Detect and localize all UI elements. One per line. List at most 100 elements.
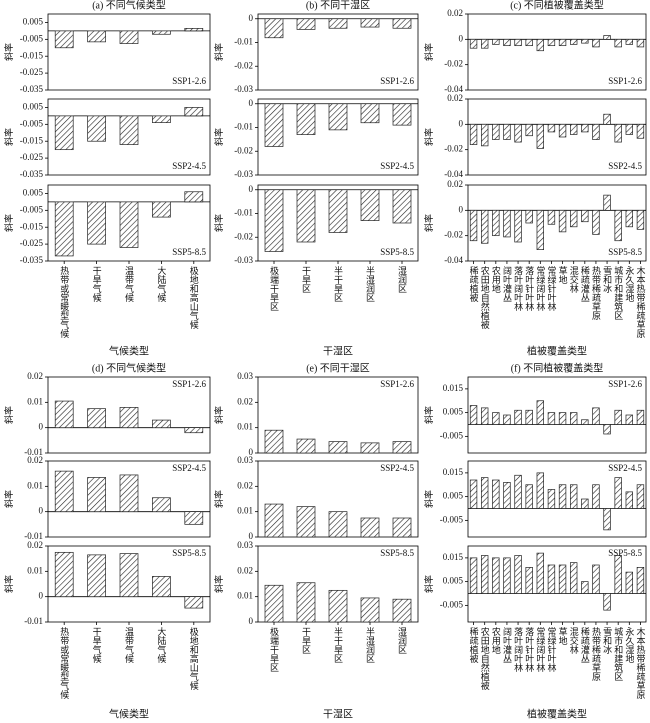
x-tick-label: 稀疏植被 bbox=[469, 626, 479, 664]
bar bbox=[636, 567, 645, 594]
scenario-label: SSP5-8.5 bbox=[608, 247, 642, 257]
bar bbox=[536, 472, 544, 509]
bar bbox=[625, 414, 633, 425]
bar bbox=[54, 551, 74, 598]
bar bbox=[514, 209, 522, 243]
bar bbox=[569, 412, 578, 425]
x-tick-label: 湿润区 bbox=[397, 627, 407, 654]
x-tick-label: 半湿润区 bbox=[365, 626, 375, 663]
bar bbox=[54, 470, 74, 513]
bar bbox=[469, 405, 478, 425]
bar bbox=[481, 407, 489, 425]
bar bbox=[503, 482, 511, 509]
bar bbox=[184, 191, 204, 203]
y-tick-label: -0.03 bbox=[234, 255, 253, 265]
bar bbox=[296, 506, 316, 538]
x-tick-label: 草地 bbox=[558, 265, 568, 284]
x-tick-label: 半干旱区 bbox=[333, 265, 343, 302]
x-tick-label: 温带气候 bbox=[124, 266, 134, 303]
bar bbox=[514, 555, 522, 594]
bar bbox=[636, 484, 645, 509]
bar bbox=[360, 189, 380, 221]
scenario-label: SSP2-4.5 bbox=[608, 161, 642, 171]
bar bbox=[87, 201, 106, 245]
bar bbox=[569, 484, 578, 509]
bar bbox=[581, 123, 589, 133]
bar bbox=[558, 38, 567, 47]
bar bbox=[392, 103, 412, 126]
x-tick-label: 木本热带稀疏草原 bbox=[635, 265, 645, 338]
bar bbox=[525, 38, 533, 47]
bar bbox=[469, 123, 478, 145]
y-axis-label: 斜率 bbox=[423, 490, 434, 508]
bar bbox=[514, 474, 522, 509]
x-tick-label: 干旱区 bbox=[301, 266, 311, 293]
y-tick-label: 0.005 bbox=[443, 576, 464, 586]
bar bbox=[481, 477, 489, 509]
y-tick-label: 0.005 bbox=[23, 17, 44, 27]
bar bbox=[558, 484, 567, 509]
bar bbox=[119, 407, 139, 429]
x-tick-label: 半干旱区 bbox=[333, 626, 343, 663]
y-tick-label: -0.005 bbox=[440, 599, 464, 609]
y-tick-label: 0.015 bbox=[443, 467, 464, 477]
scenario-label: SSP5-8.5 bbox=[172, 548, 206, 558]
y-tick-label: -0.04 bbox=[444, 255, 463, 265]
y-tick-label: 0.02 bbox=[237, 565, 253, 575]
plot-frame bbox=[467, 545, 647, 623]
bar bbox=[296, 438, 316, 454]
plot-frame bbox=[467, 376, 647, 454]
bar bbox=[558, 564, 567, 594]
plot-frame bbox=[467, 98, 647, 176]
x-axis-label: 干湿区 bbox=[323, 345, 353, 357]
y-axis-label: 斜率 bbox=[423, 128, 434, 146]
bar bbox=[603, 593, 611, 611]
bar bbox=[503, 38, 511, 47]
bar bbox=[614, 409, 622, 425]
x-tick-label: 热带或常暖型气候 bbox=[59, 265, 69, 339]
bar bbox=[328, 189, 348, 233]
y-tick-label: -0.02 bbox=[444, 59, 463, 69]
plot-frame bbox=[47, 98, 211, 176]
x-tick-label: 热带稀疏草原 bbox=[591, 265, 601, 320]
bar bbox=[54, 30, 74, 49]
y-tick-label: 0.01 bbox=[237, 422, 253, 432]
bar bbox=[625, 123, 633, 135]
x-tick-label: 农用地 bbox=[491, 626, 501, 654]
bar bbox=[614, 209, 622, 242]
y-axis-label: 斜率 bbox=[423, 43, 434, 61]
y-axis-label: 斜率 bbox=[213, 128, 224, 146]
bar bbox=[264, 503, 284, 538]
y-axis-label: 斜率 bbox=[213, 214, 224, 232]
bar bbox=[569, 209, 578, 228]
x-tick-label: 极端干旱区 bbox=[269, 265, 279, 311]
y-tick-label: -0.005 bbox=[440, 514, 464, 524]
x-tick-label: 落叶针叶林 bbox=[524, 626, 534, 673]
bar bbox=[360, 103, 380, 124]
bar bbox=[592, 407, 600, 425]
panel-title: (c) 不同植被覆盖类型 bbox=[510, 0, 604, 11]
y-axis-label: 斜率 bbox=[423, 575, 434, 593]
bar bbox=[558, 412, 567, 425]
y-tick-label: -0.005 bbox=[440, 430, 464, 440]
x-tick-label: 落叶阔叶林 bbox=[513, 265, 523, 312]
bar bbox=[119, 201, 139, 248]
y-tick-label: 0 bbox=[249, 184, 254, 194]
x-tick-label: 混交林 bbox=[569, 627, 579, 655]
bar bbox=[603, 194, 611, 211]
bar bbox=[514, 123, 522, 143]
y-tick-label: -0.04 bbox=[444, 84, 463, 94]
scenario-label: SSP2-4.5 bbox=[608, 463, 642, 473]
bar bbox=[360, 517, 380, 538]
x-tick-label: 阔叶灌丛 bbox=[502, 626, 512, 663]
y-axis-label: 斜率 bbox=[423, 406, 434, 424]
bar bbox=[547, 123, 556, 133]
y-tick-label: 0.02 bbox=[27, 540, 43, 550]
y-tick-label: -0.005 bbox=[20, 118, 44, 128]
bar bbox=[469, 38, 478, 49]
scenario-label: SSP2-4.5 bbox=[380, 463, 414, 473]
y-tick-label: 0.005 bbox=[443, 491, 464, 501]
x-tick-label: 稀疏灌丛 bbox=[580, 265, 590, 302]
scenario-label: SSP5-8.5 bbox=[380, 548, 414, 558]
bar bbox=[625, 571, 633, 594]
